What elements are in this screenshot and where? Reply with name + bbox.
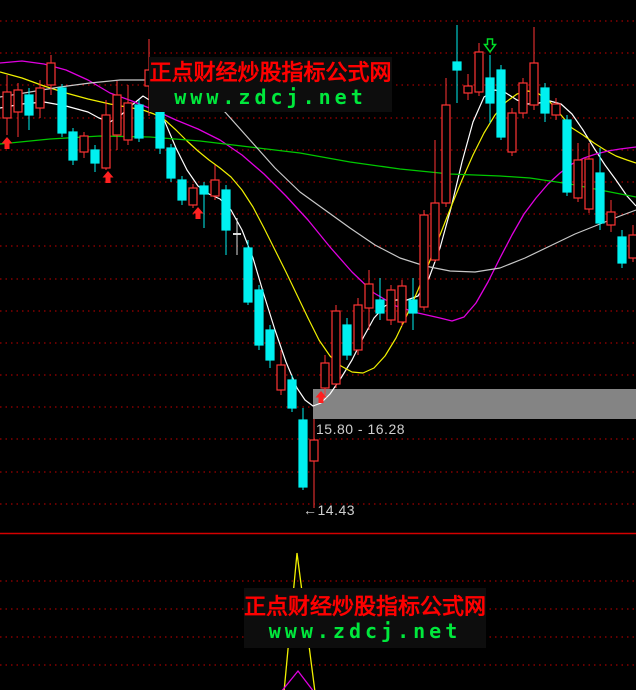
- candle: [606, 200, 616, 232]
- price-band-label: 15.80 - 16.28: [316, 421, 406, 437]
- candle: [518, 78, 528, 118]
- candle: [57, 84, 67, 137]
- watermark-site-url[interactable]: www.zdcj.net: [268, 618, 462, 643]
- candle: [79, 132, 89, 158]
- candle: [628, 225, 636, 262]
- ma-mid-yellow: [0, 71, 636, 374]
- candle: [112, 81, 122, 150]
- candle: [35, 80, 45, 118]
- candle: [298, 408, 308, 490]
- candle: [177, 176, 187, 205]
- candle: [68, 128, 78, 165]
- watermark-site-name: 正点财经炒股指标公式网: [244, 593, 487, 619]
- candle: [463, 74, 473, 100]
- candle: [101, 100, 111, 170]
- candle: [375, 278, 385, 320]
- candle: [320, 355, 330, 395]
- candle: [188, 184, 198, 208]
- buy-signal-arrow: [315, 391, 327, 403]
- candle: [221, 185, 231, 255]
- candles: [2, 25, 636, 508]
- candle: [584, 143, 594, 213]
- candle: [46, 55, 56, 95]
- candle: [364, 270, 374, 330]
- candle: [210, 165, 220, 200]
- buy-signal-arrow: [1, 137, 13, 149]
- candle: [441, 78, 451, 207]
- candle: [166, 144, 176, 182]
- candle: [233, 218, 241, 255]
- watermark-bottom: 正点财经炒股指标公式网 www.zdcj.net: [244, 588, 486, 648]
- watermark-site-name: 正点财经炒股指标公式网: [149, 60, 392, 85]
- candle: [2, 75, 12, 135]
- candle: [595, 148, 605, 230]
- candle: [13, 83, 23, 137]
- candle: [265, 325, 275, 368]
- candle: [134, 100, 144, 142]
- candle: [309, 419, 319, 508]
- candle: [419, 210, 429, 310]
- candle: [243, 240, 253, 305]
- buy-signal-arrow: [192, 207, 204, 219]
- ma-longest-gray: [0, 79, 636, 273]
- candle: [254, 285, 264, 350]
- candle: [474, 43, 484, 96]
- grid-lines: [0, 20, 636, 666]
- candle: [342, 318, 352, 360]
- candle: [408, 278, 418, 330]
- candle: [496, 65, 506, 140]
- ma-fast-white: [0, 89, 636, 407]
- candle: [386, 285, 396, 325]
- candle: [287, 375, 297, 412]
- candle: [123, 85, 133, 145]
- candle: [90, 145, 100, 172]
- candle: [485, 55, 495, 123]
- candle: [617, 230, 627, 268]
- watermark-top: 正点财经炒股指标公式网 www.zdcj.net: [149, 57, 392, 112]
- buy-signal-arrow: [102, 171, 114, 183]
- ma-slow-magenta: [0, 60, 636, 322]
- candle: [573, 143, 583, 202]
- candle: [199, 182, 209, 228]
- candle: [276, 350, 286, 395]
- candle: [529, 27, 539, 110]
- candle: [24, 88, 34, 130]
- candle: [540, 83, 550, 122]
- watermark-site-url[interactable]: www.zdcj.net: [174, 85, 367, 109]
- candle: [507, 108, 517, 156]
- candle: [562, 115, 572, 196]
- candle: [551, 98, 561, 120]
- signal-arrows: [1, 38, 497, 403]
- candle: [397, 280, 407, 326]
- candle: [353, 298, 363, 355]
- candle: [430, 140, 440, 262]
- low-price-label: ←14.43: [303, 502, 356, 518]
- sell-signal-arrow: [483, 38, 497, 54]
- price-band: [313, 389, 636, 419]
- candle: [452, 25, 462, 103]
- indicator-peak-magenta: [281, 669, 314, 690]
- candle: [331, 305, 341, 388]
